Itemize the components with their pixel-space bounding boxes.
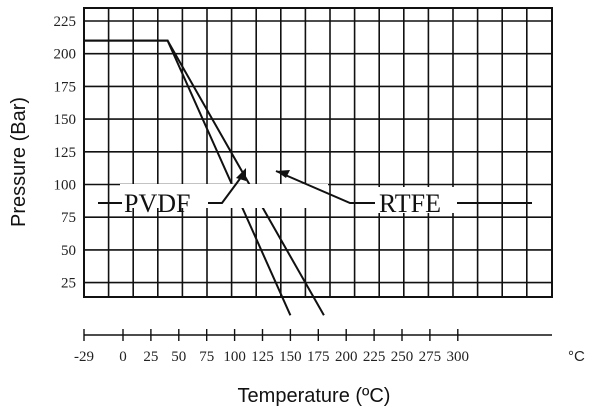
y-tick-label: 25 (61, 276, 76, 292)
x-tick-label: 125 (251, 349, 274, 365)
x-tick-label: 150 (279, 349, 302, 365)
x-tick-label: 25 (143, 349, 158, 365)
grid (83, 7, 553, 298)
leader-line (275, 170, 532, 204)
y-tick-label: 175 (54, 79, 77, 95)
x-tick-label: 200 (335, 349, 358, 365)
series-label-pvdf: PVDF (124, 189, 190, 218)
x-tick-label: 50 (171, 349, 186, 365)
series-lines (84, 39, 325, 316)
y-tick-label: 75 (61, 210, 76, 226)
leader-line (98, 175, 243, 204)
series-line-pvdf (84, 39, 292, 316)
y-tick-label: 125 (54, 145, 77, 161)
x-unit-label: °C (568, 348, 585, 365)
x-axis-label: Temperature (ºC) (238, 385, 391, 407)
x-tick-label: 75 (199, 349, 214, 365)
y-tick-labels: 225 200 175 150 125 100 75 50 25 (54, 14, 77, 292)
y-tick-label: 50 (61, 243, 76, 259)
series-label-background (374, 187, 458, 213)
x-tick-label: 100 (223, 349, 246, 365)
y-tick-label: 225 (54, 14, 77, 30)
series-label-background (120, 184, 328, 208)
leader-arrowhead (236, 168, 246, 181)
x-tick-label: 0 (119, 349, 127, 365)
x-tick-labels: -29 0 25 50 75 100 125 150 175 200 225 250 275 300 (74, 349, 469, 365)
y-axis-label: Pressure (Bar) (8, 97, 30, 227)
series-callouts: PVDF RTFE (98, 168, 532, 218)
x-tick-label: 300 (447, 349, 470, 365)
y-tick-label: 100 (54, 178, 77, 194)
y-tick-label: 200 (54, 47, 77, 63)
x-axis (83, 329, 552, 341)
leader-arrowhead (276, 170, 290, 178)
x-tick-label: -29 (74, 349, 94, 365)
x-tick-label: 175 (307, 349, 330, 365)
y-tick-label: 150 (54, 112, 77, 128)
series-label-rtfe: RTFE (379, 189, 441, 218)
x-tick-label: 225 (363, 349, 386, 365)
x-tick-label: 250 (391, 349, 414, 365)
x-tick-label: 275 (419, 349, 442, 365)
series-line-rtfe (84, 39, 325, 316)
